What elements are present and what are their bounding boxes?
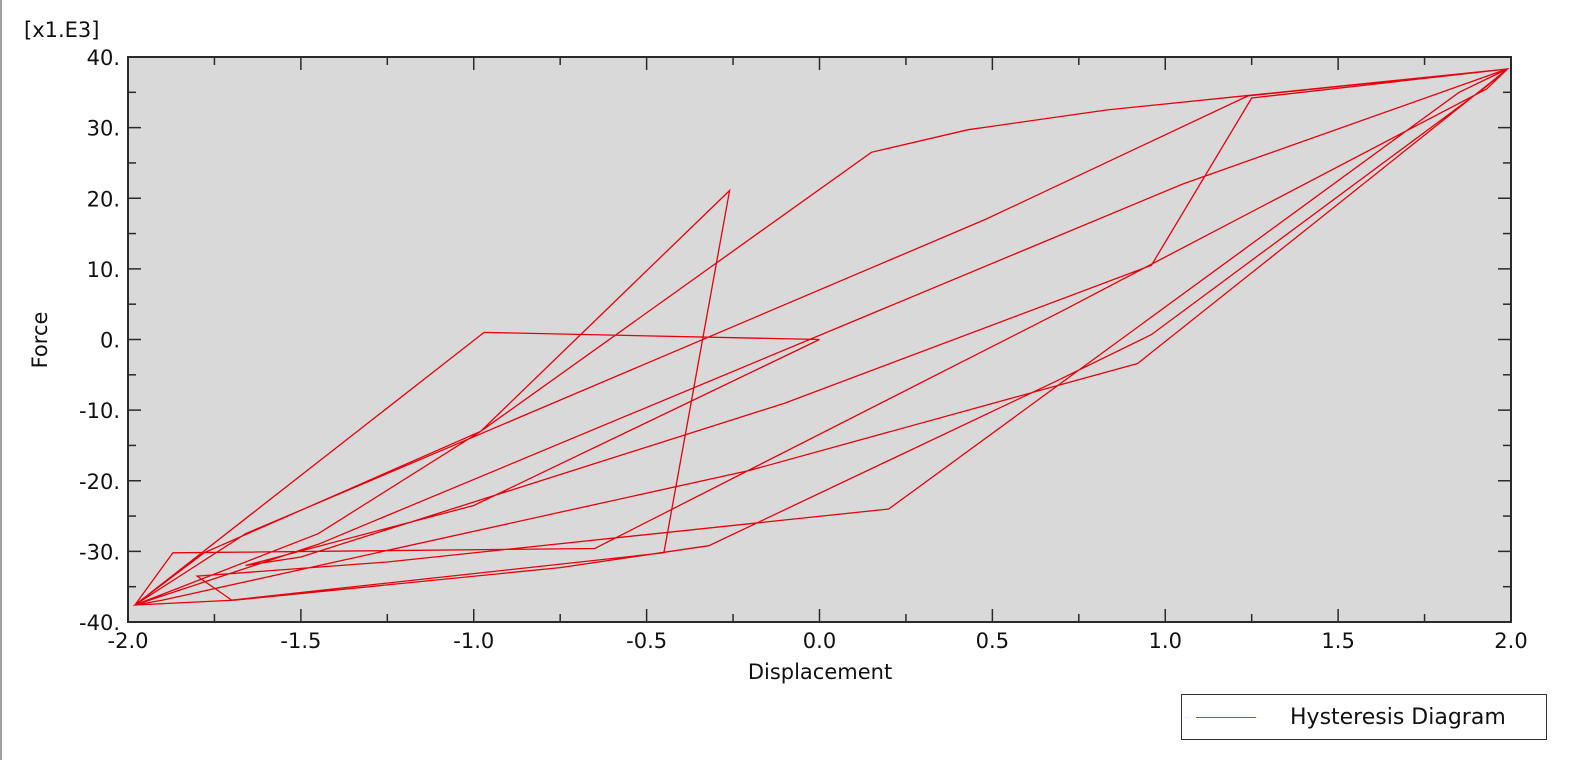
legend-line-swatch-icon: [1196, 716, 1256, 718]
y-tick-label: -30.: [79, 540, 120, 564]
y-axis-multiplier: [x1.E3]: [24, 18, 99, 42]
y-axis-ticks: [128, 56, 1511, 623]
x-tick-label: -2.0: [108, 629, 149, 653]
x-tick-label: -0.5: [626, 629, 667, 653]
x-axis-tick-labels: -2.0 -1.5 -1.0 -0.5 0.0 0.5 1.0 1.5 2.0: [108, 629, 1528, 653]
x-tick-label: 1.0: [1149, 629, 1182, 653]
x-axis-title: Displacement: [748, 660, 892, 684]
x-tick-label: 2.0: [1494, 629, 1527, 653]
y-tick-label: -40.: [79, 611, 120, 635]
data-series: [132, 68, 1510, 607]
y-tick-label: 40.: [87, 46, 120, 70]
legend-label: Hysteresis Diagram: [1290, 704, 1506, 730]
y-axis-title: Force: [28, 312, 52, 369]
x-tick-label: 1.5: [1321, 629, 1354, 653]
x-tick-label: -1.0: [453, 629, 494, 653]
y-tick-label: 0.: [100, 329, 120, 353]
y-tick-label: 10.: [87, 258, 120, 282]
y-tick-label: 30.: [87, 117, 120, 141]
y-tick-label: -20.: [79, 470, 120, 494]
x-tick-label: 0.0: [803, 629, 836, 653]
x-tick-label: 0.5: [976, 629, 1009, 653]
y-tick-label: 20.: [87, 187, 120, 211]
x-axis-ticks: [127, 57, 1512, 622]
y-axis-tick-labels: -40. -30. -20. -10. 0. 10. 20. 30. 40.: [79, 46, 120, 635]
window-left-border: [0, 0, 2, 760]
chart-legend: Hysteresis Diagram: [1181, 694, 1547, 740]
hysteresis-line: [132, 68, 1510, 607]
x-tick-label: -1.5: [280, 629, 321, 653]
y-tick-label: -10.: [79, 399, 120, 423]
